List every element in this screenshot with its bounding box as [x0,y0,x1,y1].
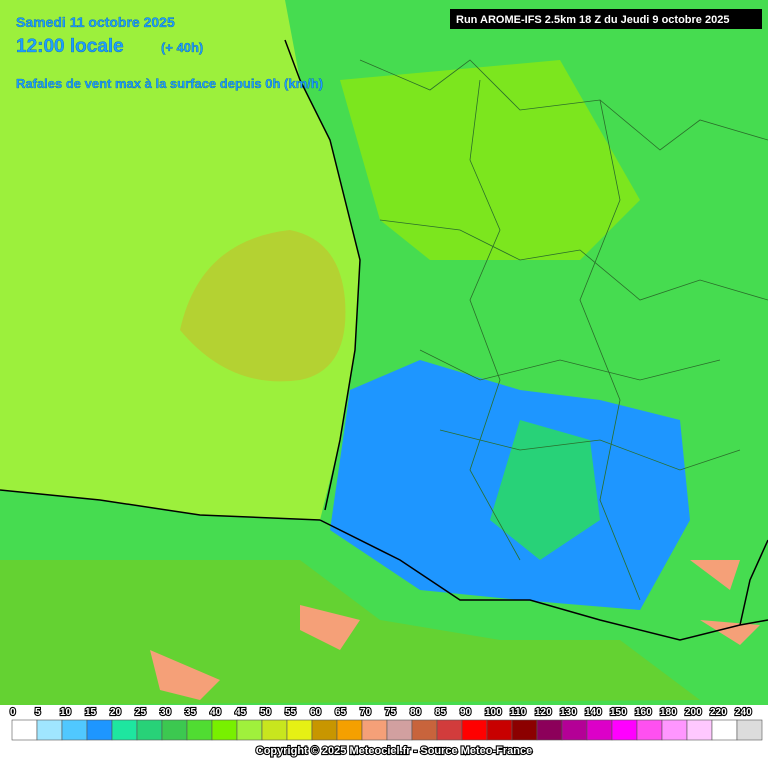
legend-label: 60 [310,707,322,718]
legend-swatch [286,719,313,741]
legend-swatch [186,719,213,741]
legend-label: 180 [660,707,677,718]
legend-label: 25 [135,707,147,718]
legend-swatch [86,719,113,741]
legend-swatch [561,719,588,741]
legend-label: 40 [210,707,222,718]
legend-label: 65 [335,707,347,718]
legend-swatch [486,719,513,741]
legend-swatch [36,719,63,741]
legend-swatch [411,719,438,741]
parameter: Rafales de vent max à la surface depuis … [16,76,323,91]
legend-swatch [511,719,538,741]
legend-swatch [261,719,288,741]
legend-swatch [361,719,388,741]
legend-label: 30 [160,707,172,718]
legend: 0 5 10 15 20 25 30 35 40 45 50 55 60 65 70 75 80 85 90 100 1… [9,706,763,741]
gust-spots [150,560,760,700]
coastline [0,489,321,521]
legend-swatch [686,719,713,741]
legend-label: 85 [435,707,447,718]
legend-swatch [661,719,688,741]
legend-swatch [611,719,638,741]
legend-label: 75 [385,707,397,718]
legend-swatch [11,719,38,741]
legend-swatch [311,719,338,741]
lead: (+ 40h) [161,40,203,55]
legend-label: 160 [635,707,652,718]
legend-swatch [161,719,188,741]
time: 12:00 locale [16,36,124,57]
legend-swatch [136,719,163,741]
legend-label: 5 [35,707,41,718]
legend-swatch [386,719,413,741]
legend-label: 70 [360,707,372,718]
border [319,519,768,641]
coastline [284,39,361,511]
legend-label: 50 [260,707,272,718]
legend-label: 15 [85,707,97,718]
legend-label: 45 [235,707,247,718]
legend-swatch [736,719,763,741]
legend-swatch [436,719,463,741]
legend-label: 0 [10,707,16,718]
legend-label: 220 [710,707,727,718]
zone-green [490,420,600,560]
regions [359,59,768,601]
legend-label: 200 [685,707,702,718]
legend-swatch [586,719,613,741]
legend-label: 100 [485,707,502,718]
legend-label: 35 [185,707,197,718]
legend-label: 130 [560,707,577,718]
legend-label: 120 [535,707,552,718]
legend-label: 55 [285,707,297,718]
legend-label: 90 [460,707,472,718]
legend-swatch [211,719,238,741]
legend-swatch [636,719,663,741]
legend-label: 150 [610,707,627,718]
legend-label: 110 [510,707,527,718]
run-label: Run AROME-IFS 2.5km 18 Z du Jeudi 9 octo… [456,14,729,26]
legend-label: 140 [585,707,602,718]
legend-swatch [111,719,138,741]
zone-north [340,60,640,260]
legend-swatch [61,719,88,741]
legend-label: 10 [60,707,72,718]
run-box [450,9,762,29]
date: Samedi 11 octobre 2025 [16,14,175,30]
coastline [739,539,768,626]
legend-label: 80 [410,707,422,718]
legend-swatch [336,719,363,741]
copyright: Copyright © 2025 Meteociel.fr - Source M… [256,745,532,757]
legend-swatch [236,719,263,741]
legend-label: 240 [735,707,752,718]
legend-label: 20 [110,707,122,718]
legend-swatch [536,719,563,741]
calm-zone [180,230,346,382]
legend-swatch [461,719,488,741]
legend-swatch [711,719,738,741]
